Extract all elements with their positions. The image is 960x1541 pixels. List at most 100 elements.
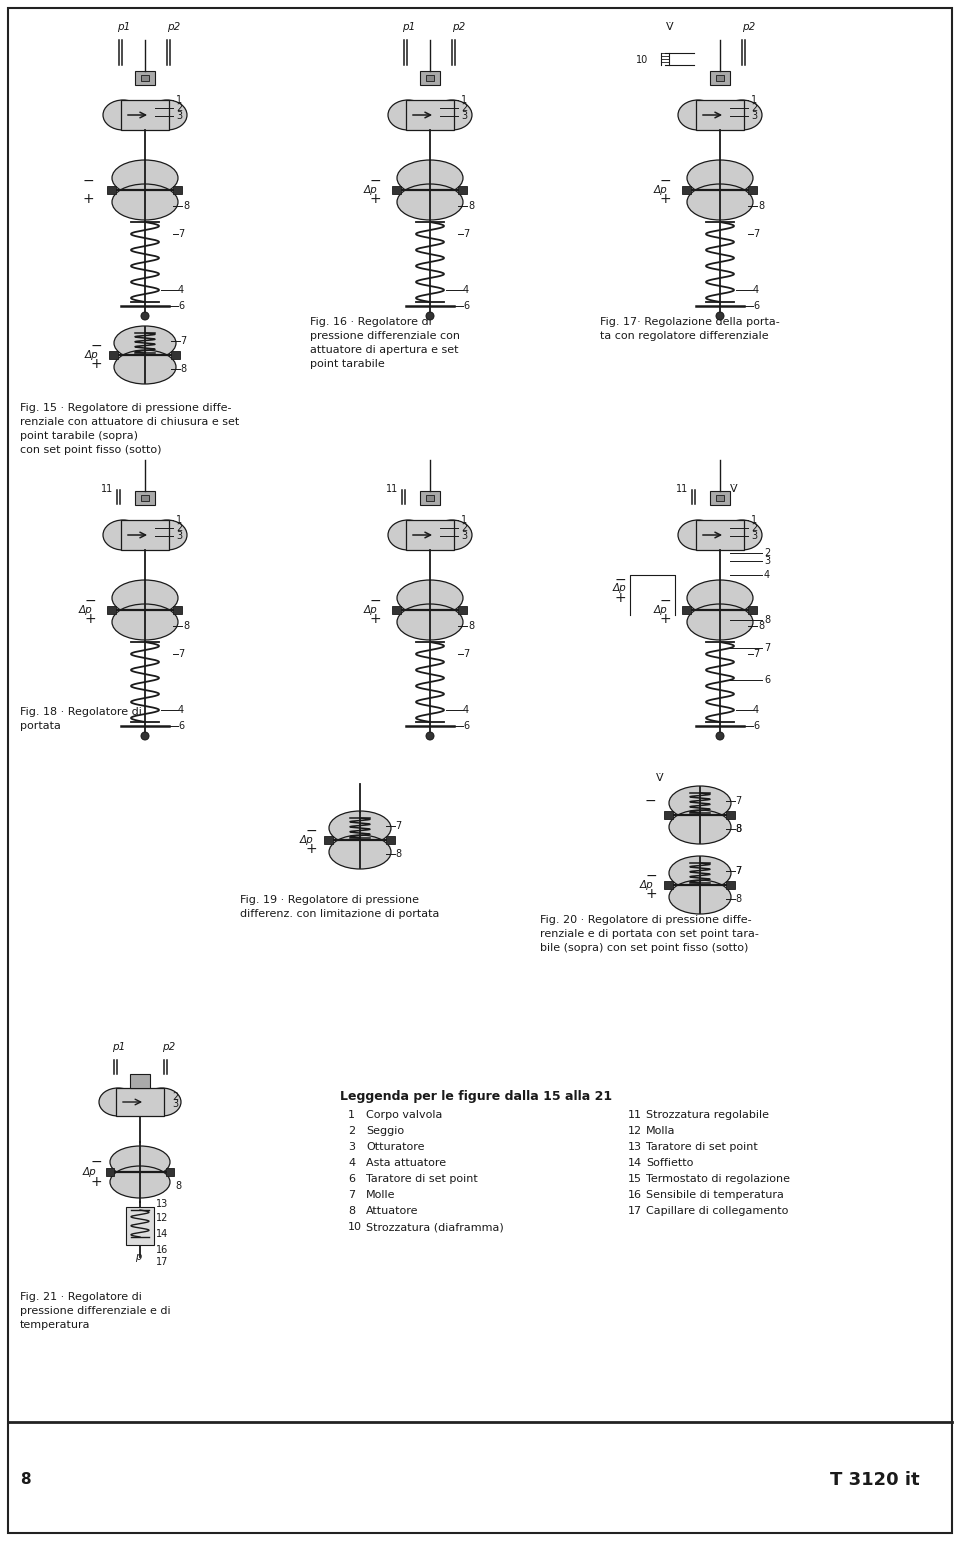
Ellipse shape [114,350,176,384]
Ellipse shape [397,183,463,220]
Text: +: + [660,193,671,206]
Text: Fig. 17· Regolazione della porta-
ta con regolatore differenziale: Fig. 17· Regolazione della porta- ta con… [600,317,780,341]
Text: 7: 7 [178,649,184,660]
Text: 6: 6 [764,675,770,686]
Bar [726,811,735,818]
Text: Δp: Δp [84,350,98,361]
Text: −: − [90,339,102,353]
Text: 3: 3 [172,1099,179,1110]
Text: p1: p1 [117,22,131,32]
Ellipse shape [112,579,178,616]
Bar [107,186,116,194]
Text: −: − [305,824,317,838]
Text: 16: 16 [628,1190,642,1200]
Text: −: − [84,593,96,609]
Text: Molla: Molla [646,1126,676,1136]
Text: −: − [644,794,656,807]
Text: p1: p1 [112,1042,125,1053]
Text: Δp: Δp [300,835,313,844]
Circle shape [141,311,149,321]
Ellipse shape [112,160,178,196]
Bar [173,606,182,613]
Ellipse shape [99,1088,137,1116]
Text: 3: 3 [176,111,182,122]
Text: 3: 3 [751,111,757,122]
Text: 4: 4 [463,704,469,715]
Text: 2: 2 [461,103,468,112]
Text: Fig. 18 · Regolatore di
portata: Fig. 18 · Regolatore di portata [20,707,142,730]
Text: Δp: Δp [83,1167,96,1177]
Text: 15: 15 [628,1174,642,1183]
Ellipse shape [687,183,753,220]
Bar [406,519,454,550]
Text: Δp: Δp [639,880,653,891]
Text: +: + [90,1174,102,1190]
Text: Fig. 19 · Regolatore di pressione
differenz. con limitazione di portata: Fig. 19 · Regolatore di pressione differ… [240,895,440,918]
Bar [426,76,434,82]
Ellipse shape [669,880,731,914]
Ellipse shape [687,604,753,640]
Ellipse shape [669,855,731,891]
Bar [107,606,116,613]
Text: Otturatore: Otturatore [366,1142,424,1153]
Bar [716,76,724,82]
Ellipse shape [329,835,391,869]
Text: 7: 7 [735,866,741,875]
Text: 3: 3 [176,532,182,541]
Text: +: + [90,358,102,371]
Text: +: + [370,612,381,626]
Bar [392,606,401,613]
Text: Fig. 21 · Regolatore di
pressione differenziale e di
temperatura: Fig. 21 · Regolatore di pressione differ… [20,1291,171,1330]
Bar [386,837,395,844]
Text: 6: 6 [178,721,184,730]
Text: p2: p2 [742,22,756,32]
Text: 8: 8 [20,1473,31,1487]
Bar [748,606,757,613]
Text: 8: 8 [348,1207,355,1216]
Text: Leggenda per le figure dalla 15 alla 21: Leggenda per le figure dalla 15 alla 21 [340,1089,612,1103]
Text: 4: 4 [753,285,759,294]
Ellipse shape [147,519,187,550]
Bar [420,71,440,85]
Text: Fig. 16 · Regolatore di
pressione differenziale con
attuatore di apertura e set
: Fig. 16 · Regolatore di pressione differ… [310,317,460,368]
Text: Soffietto: Soffietto [646,1157,693,1168]
Text: 2: 2 [176,103,182,112]
Ellipse shape [103,100,143,129]
Text: +: + [660,612,671,626]
Text: 4: 4 [348,1157,355,1168]
Bar [726,881,735,889]
Text: Attuatore: Attuatore [366,1207,419,1216]
Text: 4: 4 [753,704,759,715]
Text: 2: 2 [172,1093,179,1102]
Text: 6: 6 [178,300,184,311]
Text: Seggio: Seggio [366,1126,404,1136]
Text: 2: 2 [348,1126,355,1136]
Text: 7: 7 [735,797,741,806]
Text: 8: 8 [764,615,770,626]
Text: Capillare di collegamento: Capillare di collegamento [646,1207,788,1216]
Text: 7: 7 [764,643,770,653]
Text: 17: 17 [156,1257,168,1267]
Text: 12: 12 [628,1126,642,1136]
Text: 7: 7 [463,230,469,239]
Text: 11: 11 [101,484,113,495]
Text: +: + [305,841,317,855]
Text: Molle: Molle [366,1190,396,1200]
Text: 13: 13 [156,1199,168,1210]
Text: 1: 1 [176,515,182,525]
Text: Fig. 20 · Regolatore di pressione diffe-
renziale e di portata con set point tar: Fig. 20 · Regolatore di pressione diffe-… [540,915,758,952]
Text: 8: 8 [735,824,741,834]
Text: 4: 4 [764,570,770,579]
Bar [126,1207,154,1245]
Text: 14: 14 [628,1157,642,1168]
Text: 2: 2 [764,549,770,558]
Text: 3: 3 [751,532,757,541]
Text: 8: 8 [735,894,741,905]
Bar [130,1074,150,1088]
Text: Δp: Δp [653,185,667,196]
Text: 11: 11 [386,484,398,495]
Text: 7: 7 [753,230,759,239]
Ellipse shape [143,1088,181,1116]
Ellipse shape [388,519,428,550]
Bar [135,71,155,85]
